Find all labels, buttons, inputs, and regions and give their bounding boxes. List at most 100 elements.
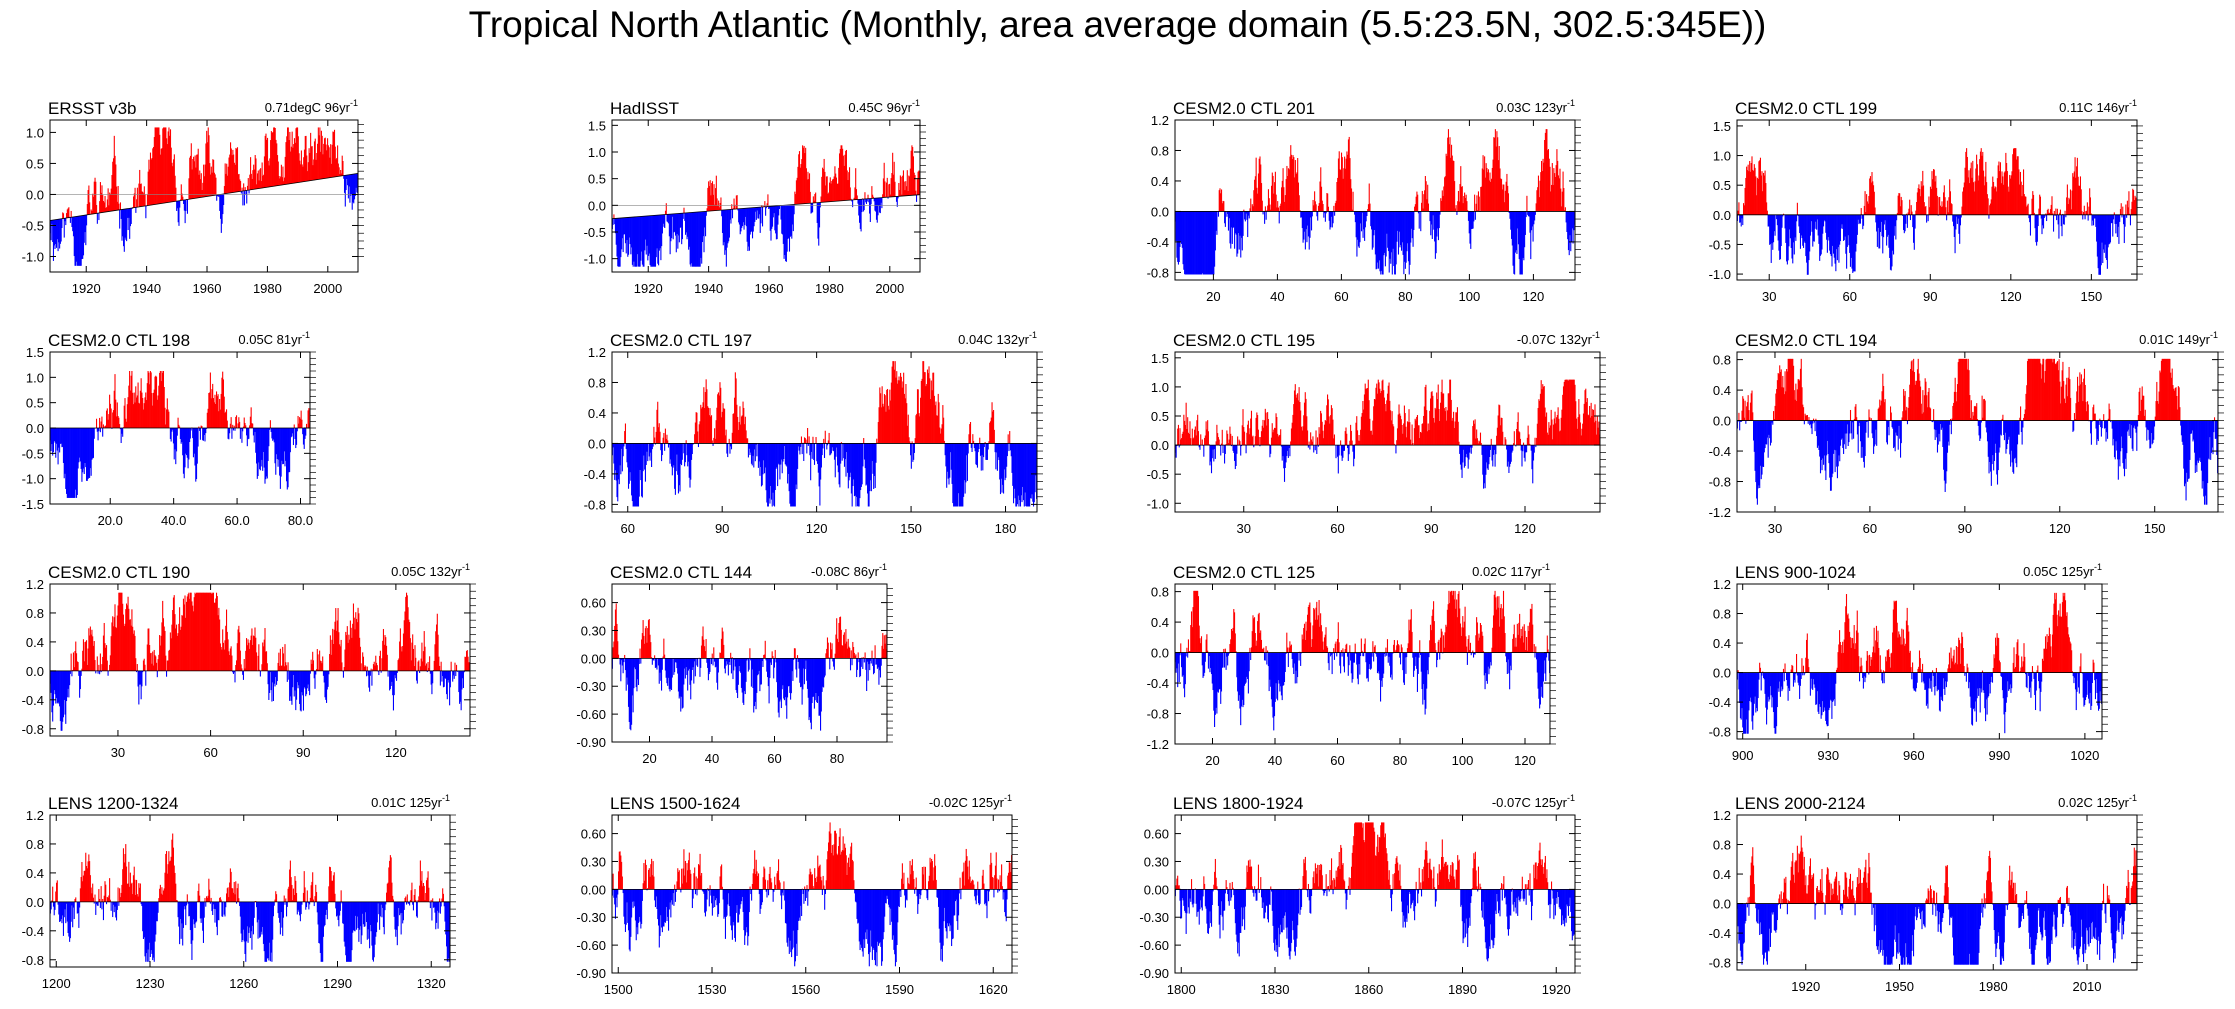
y-tick-label: 1.0: [26, 370, 44, 385]
x-tick-label: 120: [2049, 521, 2071, 536]
x-tick-label: 90: [715, 521, 729, 536]
x-tick-label: 30: [1768, 521, 1782, 536]
y-tick-label: -0.4: [1709, 444, 1731, 459]
x-tick-label: 90: [296, 745, 310, 760]
panel: -1.0 -0.5 0.0 0.5 1.0 1920 1940 1960 1980 2000 ERS…: [22, 98, 364, 296]
y-tick-label: 0.0: [1151, 204, 1169, 219]
plot-frame: [49, 583, 471, 737]
panel-title: ERSST v3b: [48, 99, 137, 118]
x-tick-label: 150: [2081, 289, 2103, 304]
trend-label: 0.71degC 96yr-1: [265, 98, 358, 115]
x-tick-label: 120: [1514, 521, 1536, 536]
trend-label: 0.04C 132yr-1: [958, 330, 1037, 347]
x-tick-label: 60: [1843, 289, 1857, 304]
y-tick-label: 0.5: [1151, 409, 1169, 424]
x-tick-label: 120: [385, 745, 407, 760]
y-tick-label: 0.4: [26, 635, 44, 650]
panel-title: CESM2.0 CTL 195: [1173, 331, 1315, 350]
y-tick-label: -1.2: [1709, 505, 1731, 520]
y-tick-label: -0.8: [1709, 475, 1731, 490]
panel-title: CESM2.0 CTL 199: [1735, 99, 1877, 118]
y-tick-label: 0.8: [588, 375, 606, 390]
x-tick-label: 120: [806, 521, 828, 536]
y-tick-label: -0.5: [1709, 237, 1731, 252]
y-tick-label: 1.2: [588, 345, 606, 360]
x-tick-label: 1920: [634, 281, 663, 296]
x-tick-label: 60: [1334, 289, 1348, 304]
trend-label: 0.05C 132yr-1: [391, 562, 470, 579]
y-tick-label: 0.0: [588, 198, 606, 213]
x-tick-label: 20: [1206, 289, 1220, 304]
y-tick-label: -1.0: [22, 472, 44, 487]
y-tick-label: 1.2: [26, 577, 44, 592]
x-tick-label: 100: [1459, 289, 1481, 304]
y-tick-label: -0.5: [1147, 467, 1169, 482]
plot-frame: [611, 351, 1038, 513]
y-tick-label: -0.8: [1147, 265, 1169, 280]
panel: -1.0 -0.5 0.0 0.5 1.0 1.5 30 60 90 120 CESM2.0 CTL…: [1147, 330, 1606, 536]
panel: -0.8 -0.4 0.0 0.4 0.8 1.2 30 60 90 120 CESM2.0 CTL…: [22, 562, 476, 760]
y-tick-label: -0.8: [22, 722, 44, 737]
panel-title: CESM2.0 CTL 190: [48, 563, 190, 582]
panel-title: HadISST: [610, 99, 679, 118]
y-tick-label: 0.0: [26, 421, 44, 436]
x-tick-label: 2000: [875, 281, 904, 296]
trend-label: 0.01C 149yr-1: [2139, 330, 2218, 347]
x-tick-label: 20.0: [98, 513, 123, 528]
y-tick-label: 0.0: [1713, 208, 1731, 223]
plot-frame: [49, 119, 359, 273]
y-tick-label: 1.5: [1151, 351, 1169, 366]
x-tick-label: 80: [1398, 289, 1412, 304]
y-tick-label: -1.0: [22, 249, 44, 264]
x-tick-label: 60: [203, 745, 217, 760]
x-tick-label: 60: [621, 521, 635, 536]
panel: -1.0 -0.5 0.0 0.5 1.0 1.5 30 60 90 120 150 CESM2.0 …: [1709, 98, 2143, 304]
trend-label: -0.07C 132yr-1: [1517, 330, 1600, 347]
x-tick-label: 150: [2144, 521, 2166, 536]
y-tick-label: 0.4: [1151, 174, 1169, 189]
x-tick-label: 120: [1523, 289, 1545, 304]
panel: -1.2 -0.8 -0.4 0.0 0.4 0.8 30 60 90 120 150 CESM2.0…: [1709, 330, 2224, 536]
y-tick-label: -1.0: [1147, 496, 1169, 511]
x-tick-label: 1940: [694, 281, 723, 296]
y-tick-label: 0.0: [1713, 414, 1731, 429]
panel-title: CESM2.0 CTL 194: [1735, 331, 1877, 350]
y-tick-label: 1.5: [26, 345, 44, 360]
x-tick-label: 60.0: [224, 513, 249, 528]
y-tick-label: -0.4: [22, 693, 44, 708]
y-tick-label: -1.0: [1709, 267, 1731, 282]
y-tick-label: -1.0: [584, 252, 606, 267]
x-tick-label: 30: [1762, 289, 1776, 304]
y-tick-label: 0.8: [26, 606, 44, 621]
y-tick-label: 1.5: [588, 118, 606, 133]
y-tick-label: 0.0: [26, 187, 44, 202]
trend-line: [49, 172, 359, 221]
y-tick-label: -0.8: [584, 497, 606, 512]
y-tick-label: -0.4: [584, 467, 606, 482]
x-tick-label: 1980: [253, 281, 282, 296]
y-tick-label: 0.0: [1151, 438, 1169, 453]
y-tick-label: 1.0: [588, 145, 606, 160]
x-tick-label: 80.0: [288, 513, 313, 528]
x-tick-label: 90: [1923, 289, 1937, 304]
panel: -0.8 -0.4 0.0 0.4 0.8 1.2 20 40 60 80 100 120 CESM2.…: [1147, 98, 1581, 304]
plot-frame: [1736, 351, 2219, 513]
panel-title: CESM2.0 CTL 197: [610, 331, 752, 350]
y-tick-label: 0.5: [26, 396, 44, 411]
y-tick-label: -0.5: [584, 225, 606, 240]
panel-title: CESM2.0 CTL 198: [48, 331, 190, 350]
y-tick-label: 0.5: [26, 156, 44, 171]
y-tick-label: 0.8: [1713, 353, 1731, 368]
y-tick-label: 1.0: [26, 125, 44, 140]
x-tick-label: 1980: [815, 281, 844, 296]
plot-frame: [1174, 351, 1601, 513]
y-tick-label: 1.0: [1151, 380, 1169, 395]
x-tick-label: 40.0: [161, 513, 186, 528]
x-tick-label: 2000: [313, 281, 342, 296]
x-tick-label: 180: [995, 521, 1017, 536]
x-tick-label: 1940: [132, 281, 161, 296]
trend-label: 0.03C 123yr-1: [1496, 98, 1575, 115]
x-tick-label: 1960: [193, 281, 222, 296]
